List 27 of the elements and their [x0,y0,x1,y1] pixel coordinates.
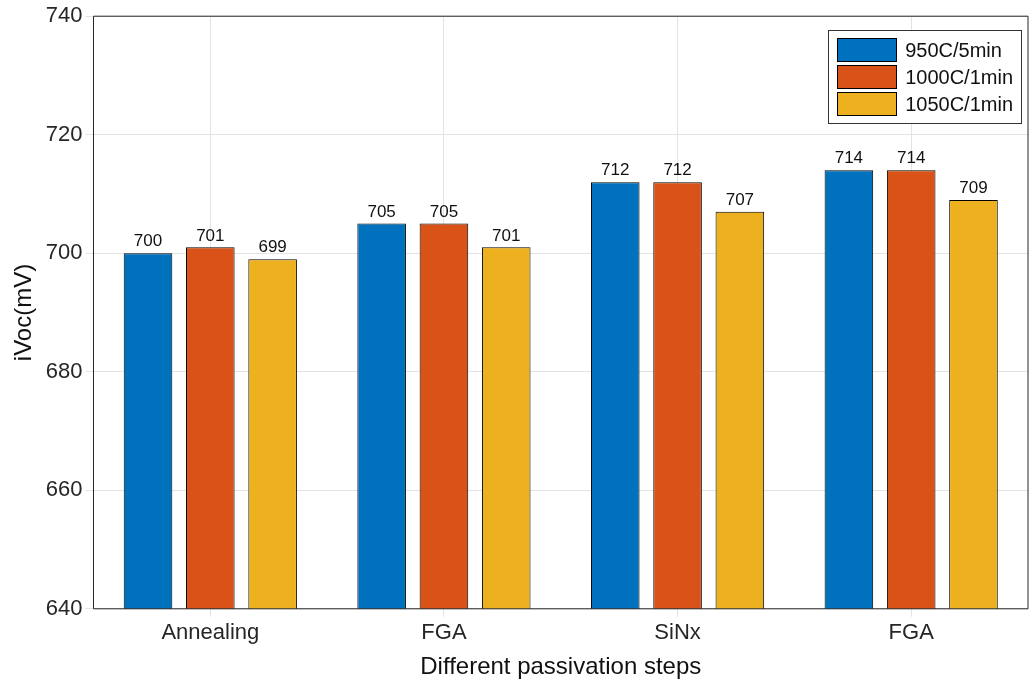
y-axis-title: iVoc(mV) [9,263,37,362]
legend-label: 1000C/1min [905,65,1013,89]
x-axis-title: Different passivation steps [420,652,702,680]
data-label: 709 [959,178,988,198]
data-label: 707 [725,189,755,209]
y-tick-label: 700 [45,239,83,265]
y-tick-label: 660 [45,476,83,502]
x-tick-label: Annealing [161,619,260,645]
data-label: 714 [897,148,926,168]
y-tick-label: 640 [45,594,83,620]
data-label: 712 [601,160,630,180]
legend-label: 950C/5min [905,38,1002,62]
data-label: 701 [492,225,521,245]
data-label: 699 [258,237,287,257]
data-label: 705 [367,201,396,221]
data-label: 714 [834,148,864,168]
x-tick-label: FGA [421,619,467,645]
data-label: 700 [133,231,163,251]
legend-label: 1050C/1min [905,92,1013,116]
x-tick-label: FGA [888,619,935,645]
data-label: 701 [196,225,225,245]
y-tick-label: 680 [45,357,83,383]
y-tick-label: 720 [45,120,83,146]
x-tick-label: SiNx [654,619,701,645]
data-label: 712 [663,160,692,180]
data-label: 705 [429,201,459,221]
y-tick-label: 740 [45,2,83,28]
